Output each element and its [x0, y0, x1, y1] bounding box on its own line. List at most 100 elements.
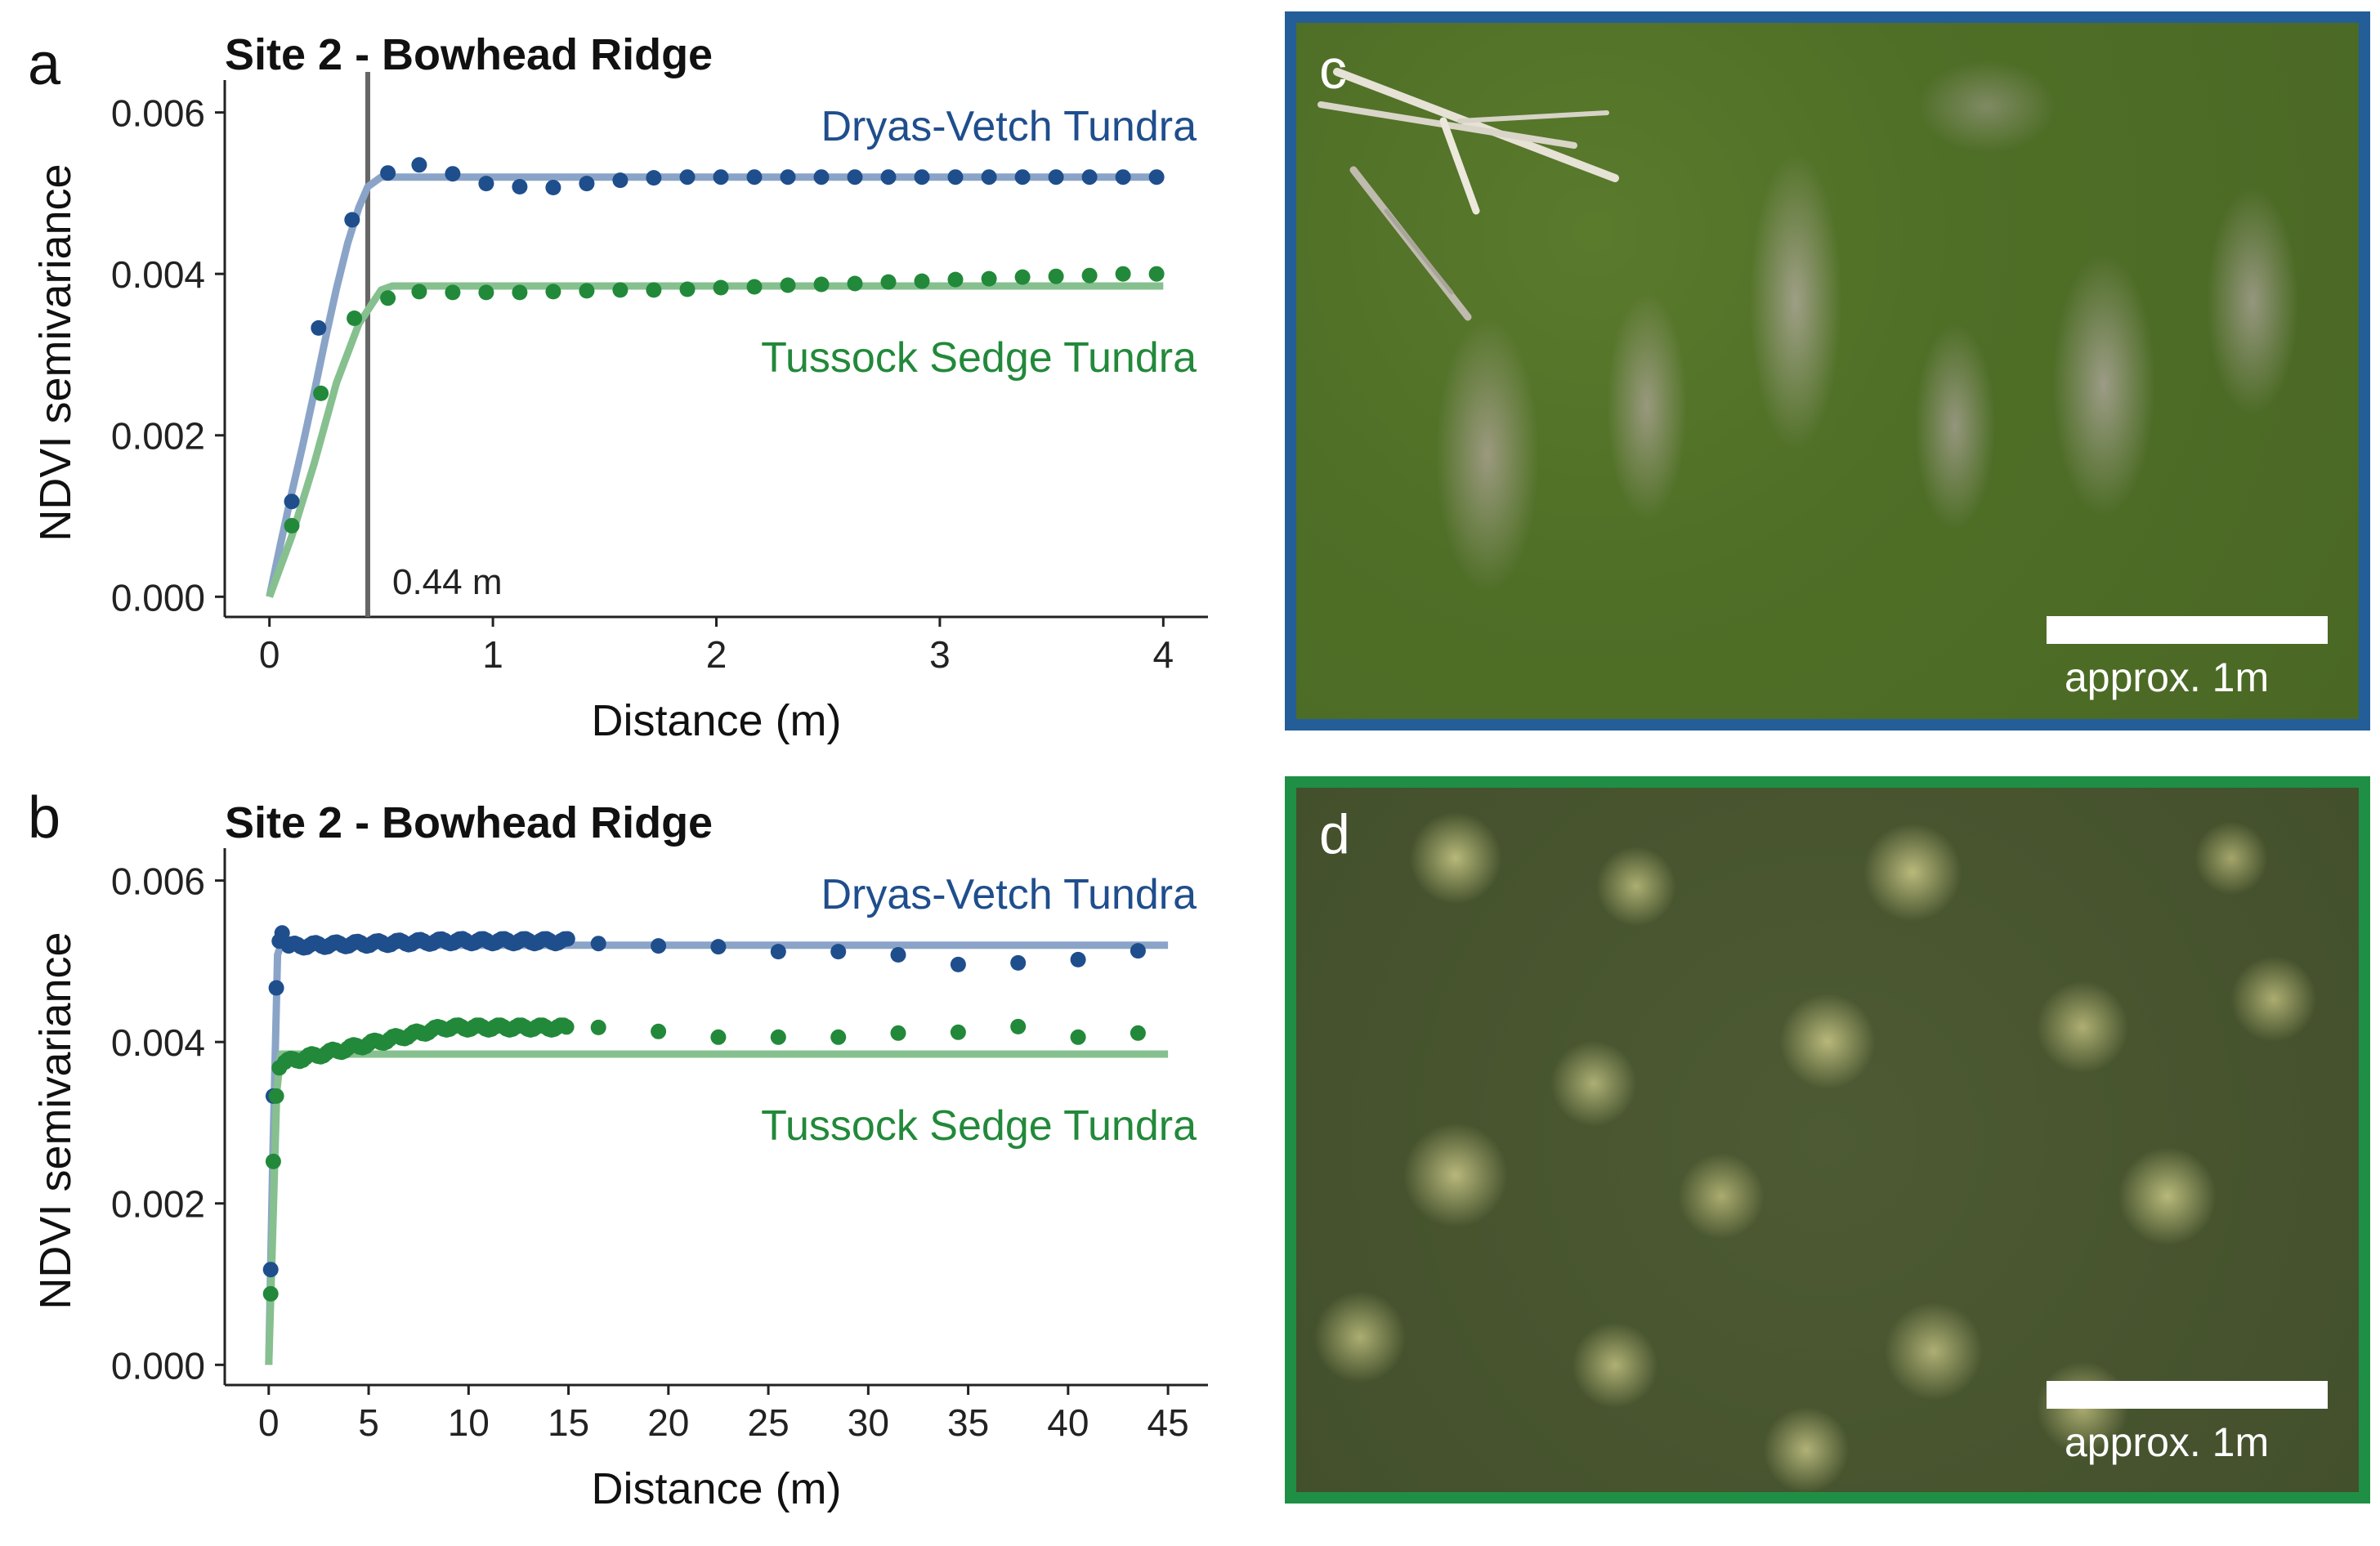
- chart-a-point-tussock: [679, 281, 696, 297]
- chart-b-point-dryas: [268, 980, 284, 996]
- chart-a-y-axis-label: NDVI semivariance: [31, 163, 80, 541]
- chart-a-x-tick-label: 1: [482, 633, 503, 676]
- chart-a-x-tick-label: 0: [259, 633, 280, 676]
- chart-a-y-tick-label: 0.002: [111, 415, 205, 458]
- chart-b-x-tick-label: 35: [947, 1401, 989, 1444]
- chart-b-x-axis-label: Distance (m): [591, 1464, 841, 1513]
- chart-a-point-dryas: [411, 157, 427, 173]
- chart-a-point-tussock: [512, 284, 528, 301]
- chart-a: Site 2 - Bowhead Ridge 0.000 0.002 0.004 0.0…: [31, 30, 1208, 745]
- chart-a-point-tussock: [847, 275, 863, 292]
- chart-a-point-tussock: [347, 311, 363, 326]
- chart-b-point-tussock: [1010, 1018, 1027, 1034]
- chart-a-x-tick-label: 2: [706, 633, 727, 676]
- chart-a-y-tick-label: 0.006: [111, 92, 205, 135]
- chart-b-series-label-dryas: Dryas-Vetch Tundra: [821, 871, 1197, 918]
- panel-letter-a: a: [28, 32, 61, 97]
- photo-dryas-vetch-tundra: c approx. 1m: [1285, 11, 2370, 731]
- chart-b-point-dryas: [1010, 954, 1027, 971]
- chart-a-point-dryas: [1014, 169, 1031, 185]
- chart-a-point-dryas: [512, 179, 528, 194]
- chart-a-point-dryas: [1081, 169, 1098, 185]
- chart-a-point-dryas: [713, 169, 729, 185]
- chart-b-point-tussock: [950, 1024, 966, 1040]
- chart-a-point-tussock: [713, 279, 729, 296]
- chart-a-point-tussock: [1014, 269, 1031, 285]
- chart-a-point-dryas: [780, 169, 796, 185]
- scale-bar-c: [2047, 616, 2328, 644]
- chart-b-point-tussock: [558, 1019, 575, 1035]
- chart-a-point-dryas: [679, 169, 696, 185]
- chart-a-y-tick-label: 0.000: [111, 576, 205, 619]
- panel-letter-b: b: [28, 785, 61, 851]
- chart-b-point-tussock: [710, 1029, 727, 1045]
- antler-bones: [1318, 68, 1619, 321]
- chart-a-point-tussock: [411, 284, 427, 300]
- chart-a-x-tick-label: 4: [1153, 633, 1174, 676]
- chart-b-x-tick-label: 20: [647, 1401, 689, 1444]
- scale-bar-d: [2047, 1381, 2328, 1409]
- chart-a-point-tussock: [1148, 266, 1165, 282]
- chart-a-point-dryas: [380, 165, 396, 181]
- chart-a-point-tussock: [981, 270, 997, 287]
- chart-a-point-dryas: [813, 169, 830, 185]
- chart-b-y-tick-label: 0.000: [111, 1344, 205, 1387]
- chart-a-point-tussock: [380, 290, 396, 306]
- chart-b: Site 2 - Bowhead Ridge 0.000 0.002 0.004 0.0…: [31, 798, 1208, 1513]
- chart-a-series-label-tussock: Tussock Sedge Tundra: [761, 334, 1197, 382]
- chart-a-point-tussock: [313, 385, 329, 401]
- chart-a-point-dryas: [947, 169, 964, 185]
- chart-a-point-tussock: [947, 271, 964, 288]
- chart-a-point-dryas: [579, 176, 595, 192]
- chart-b-y-tick-label: 0.002: [111, 1183, 205, 1226]
- chart-b-point-tussock: [590, 1019, 606, 1035]
- chart-b-x-tick-label: 25: [747, 1401, 789, 1444]
- chart-a-point-tussock: [445, 284, 461, 301]
- chart-b-point-dryas: [950, 956, 966, 972]
- chart-b-point-dryas: [559, 931, 575, 947]
- chart-b-x-tick-label: 30: [848, 1401, 889, 1444]
- chart-a-point-tussock: [1048, 268, 1064, 284]
- chart-b-point-tussock: [890, 1025, 906, 1041]
- chart-a-series-label-dryas: Dryas-Vetch Tundra: [821, 103, 1197, 150]
- chart-b-y-axis-label: NDVI semivariance: [31, 932, 80, 1309]
- chart-a-point-dryas: [847, 169, 863, 185]
- chart-b-point-dryas: [274, 925, 290, 941]
- chart-a-point-dryas: [445, 166, 461, 182]
- chart-b-point-dryas: [890, 947, 906, 963]
- chart-a-point-dryas: [284, 494, 300, 510]
- chart-b-y-tick-label: 0.006: [111, 860, 205, 903]
- panel-letter-c: c: [1319, 38, 1347, 101]
- chart-b-point-tussock: [651, 1023, 667, 1039]
- chart-a-title: Site 2 - Bowhead Ridge: [225, 30, 713, 79]
- chart-a-point-tussock: [579, 283, 595, 299]
- chart-b-point-tussock: [1070, 1029, 1086, 1045]
- chart-a-point-dryas: [746, 169, 763, 185]
- chart-a-y-tick-label: 0.004: [111, 253, 205, 296]
- chart-b-point-tussock: [271, 1060, 288, 1076]
- chart-a-point-tussock: [914, 273, 930, 289]
- chart-b-x-tick-label: 40: [1047, 1401, 1089, 1444]
- chart-b-point-tussock: [1130, 1025, 1146, 1041]
- chart-a-point-dryas: [880, 169, 897, 185]
- chart-a-point-tussock: [813, 276, 830, 293]
- chart-b-point-tussock: [265, 1153, 281, 1169]
- chart-b-y-tick-label: 0.004: [111, 1021, 205, 1064]
- chart-b-x-tick-label: 45: [1148, 1401, 1189, 1444]
- panel-letter-d: d: [1319, 803, 1350, 865]
- chart-a-point-tussock: [746, 279, 763, 295]
- chart-a-point-tussock: [284, 517, 300, 534]
- chart-a-point-dryas: [545, 180, 561, 195]
- chart-a-point-dryas: [1115, 169, 1131, 185]
- scale-label-c: approx. 1m: [2065, 655, 2270, 700]
- chart-b-x-tick-label: 5: [358, 1401, 379, 1444]
- chart-a-point-dryas: [646, 170, 662, 186]
- chart-b-fit-line-tussock: [265, 1050, 1169, 1365]
- chart-b-point-dryas: [1130, 943, 1146, 959]
- chart-a-point-tussock: [478, 284, 494, 301]
- chart-a-fit-line-dryas: [266, 173, 1164, 598]
- scale-label-d: approx. 1m: [2065, 1419, 2270, 1465]
- photo-tussock-sedge-tundra: d approx. 1m: [1285, 776, 2370, 1504]
- chart-a-range-label: 0.44 m: [392, 562, 503, 602]
- chart-a-point-dryas: [478, 176, 494, 192]
